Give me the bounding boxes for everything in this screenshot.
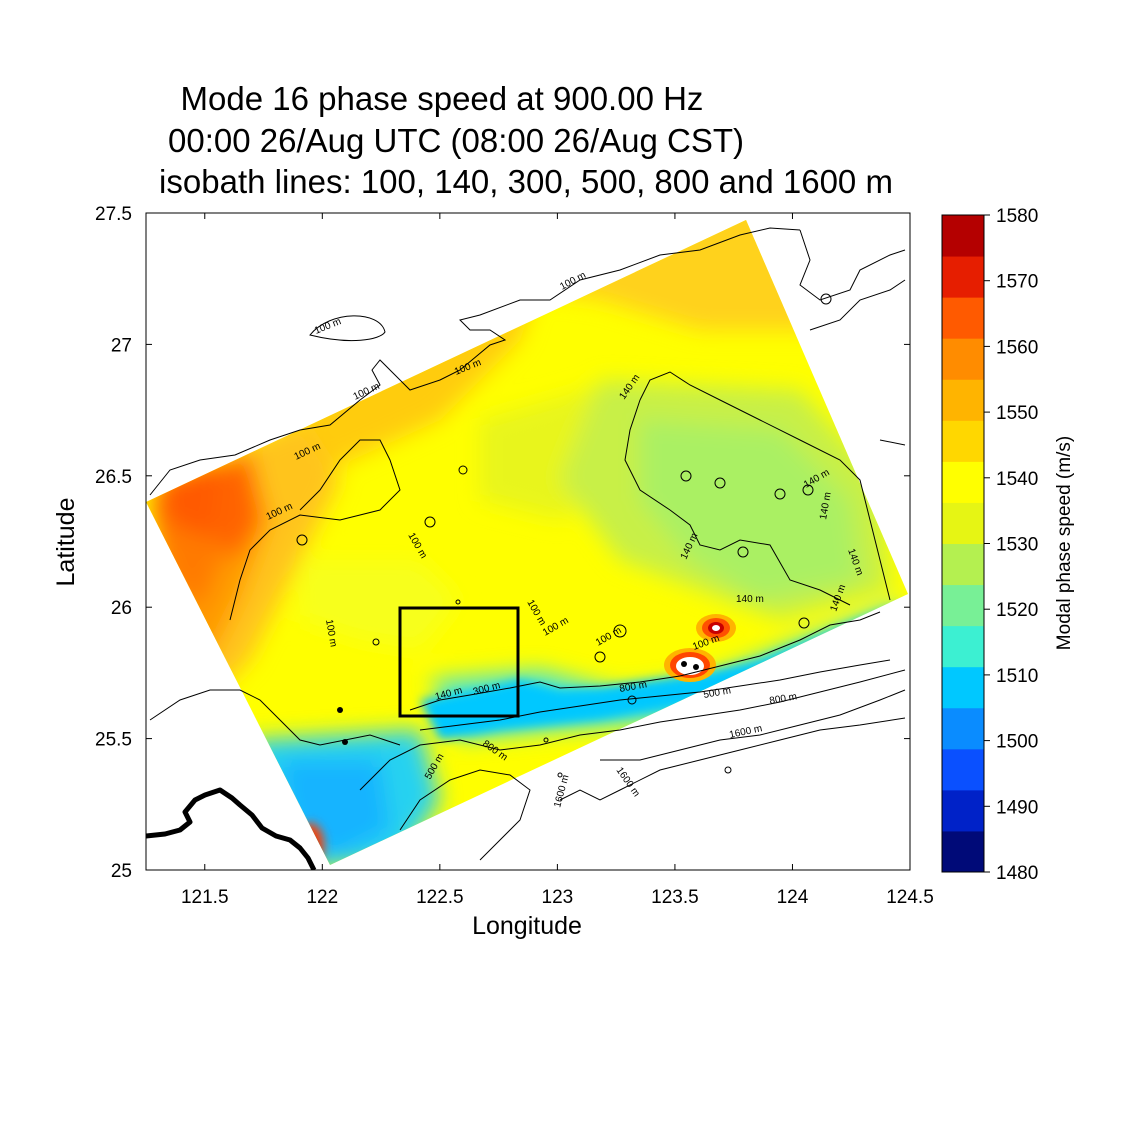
colorbar-label: 1580 bbox=[996, 206, 1038, 227]
isobath-300m bbox=[419, 659, 891, 731]
title-line-1: Mode 16 phase speed at 900.00 Hz bbox=[181, 80, 704, 117]
colorbar-band bbox=[942, 420, 984, 462]
title-line-2: 00:00 26/Aug UTC (08:00 26/Aug CST) bbox=[168, 122, 744, 159]
x-tick-label: 123 bbox=[542, 887, 574, 908]
y-tick-label: 26.5 bbox=[95, 467, 132, 488]
colorbar-title: Modal phase speed (m/s) bbox=[1054, 436, 1075, 650]
colorbar-band bbox=[942, 830, 984, 873]
colorbar-band bbox=[942, 502, 984, 544]
x-tick-label: 122.5 bbox=[416, 887, 464, 908]
isobath-label: 100 m bbox=[323, 619, 339, 648]
colorbar-band bbox=[942, 256, 984, 298]
isobath-500m bbox=[359, 669, 906, 791]
isobath-east-offshore bbox=[799, 229, 906, 446]
colorbar-band bbox=[942, 215, 984, 257]
colorbar-band bbox=[942, 297, 984, 339]
colorbar-ticks bbox=[984, 214, 990, 873]
isobath-100m-north bbox=[149, 227, 801, 496]
colorbar-band bbox=[942, 748, 984, 791]
colorbar-band bbox=[942, 543, 984, 586]
x-tick-labels: 121.5 122 122.5 123 123.5 124 124.5 bbox=[181, 887, 934, 908]
y-tick-label: 25.5 bbox=[95, 730, 132, 751]
y-axis-title: Latitude bbox=[52, 498, 80, 587]
plot-frame bbox=[145, 212, 911, 871]
y-tick-label: 27 bbox=[111, 335, 132, 356]
colorbar-band bbox=[942, 707, 984, 750]
colorbar-label: 1540 bbox=[996, 469, 1038, 490]
plot-area: 100 m 100 m 100 m 100 m 100 m 100 m 100 … bbox=[95, 204, 934, 908]
isobath-southwest bbox=[149, 689, 401, 746]
x-tick-label: 124 bbox=[777, 887, 809, 908]
colorbar-label: 1560 bbox=[996, 337, 1038, 358]
colorbar: 1580 1570 1560 1550 1540 1530 1520 1510 1500 1490… bbox=[941, 206, 1075, 884]
colorbar-band bbox=[942, 584, 984, 627]
colorbar-label: 1490 bbox=[996, 797, 1038, 818]
y-tick-label: 26 bbox=[111, 598, 132, 619]
isobath-100m-loop bbox=[309, 315, 386, 342]
isobath-label: 800 m bbox=[769, 691, 798, 707]
isobath-label: 800 m bbox=[619, 679, 648, 695]
colorbar-band bbox=[942, 461, 984, 503]
island-marker bbox=[342, 739, 348, 745]
x-axis-title: Longitude bbox=[472, 912, 582, 940]
isobath-140m bbox=[624, 371, 891, 606]
isobath-1600m bbox=[559, 717, 906, 801]
colorbar-band bbox=[942, 666, 984, 709]
y-tick-labels: 25 25.5 26 26.5 27 27.5 bbox=[95, 204, 132, 882]
tick-marks bbox=[146, 212, 911, 871]
x-tick-label: 121.5 bbox=[181, 887, 229, 908]
colorbar-label: 1520 bbox=[996, 600, 1038, 621]
x-tick-label: 122 bbox=[306, 887, 338, 908]
island-marker bbox=[337, 707, 343, 713]
x-tick-label: 123.5 bbox=[651, 887, 699, 908]
analysis-box bbox=[398, 606, 520, 718]
colorbar-bands bbox=[942, 215, 984, 873]
coastline bbox=[146, 787, 317, 870]
colorbar-band bbox=[942, 789, 984, 832]
colorbar-label: 1480 bbox=[996, 863, 1038, 884]
colorbar-label: 1510 bbox=[996, 666, 1038, 687]
colorbar-label: 1550 bbox=[996, 403, 1038, 424]
colorbar-labels: 1580 1570 1560 1550 1540 1530 1520 1510 1500 1490… bbox=[996, 206, 1038, 884]
isobath-800m bbox=[399, 689, 906, 861]
colorbar-label: 1500 bbox=[996, 732, 1038, 753]
colorbar-band bbox=[942, 625, 984, 668]
isobath-label: 140 m bbox=[736, 594, 764, 605]
x-tick-label: 124.5 bbox=[886, 887, 934, 908]
isobath-100m-inner bbox=[229, 439, 401, 621]
colorbar-band bbox=[942, 338, 984, 380]
colorbar-label: 1530 bbox=[996, 535, 1038, 556]
hotspot-2 bbox=[664, 648, 716, 682]
title-line-3: isobath lines: 100, 140, 300, 500, 800 a… bbox=[159, 163, 893, 200]
colorbar-band bbox=[942, 379, 984, 421]
isobath-label: 500 m bbox=[703, 685, 732, 701]
isobath-label: 140 m bbox=[818, 491, 834, 520]
y-tick-label: 27.5 bbox=[95, 204, 132, 225]
hotspot-1 bbox=[696, 614, 736, 642]
isobath-lines bbox=[149, 227, 906, 861]
colorbar-label: 1570 bbox=[996, 272, 1038, 293]
isobath-coast-south bbox=[409, 611, 881, 711]
y-tick-label: 25 bbox=[111, 861, 132, 882]
